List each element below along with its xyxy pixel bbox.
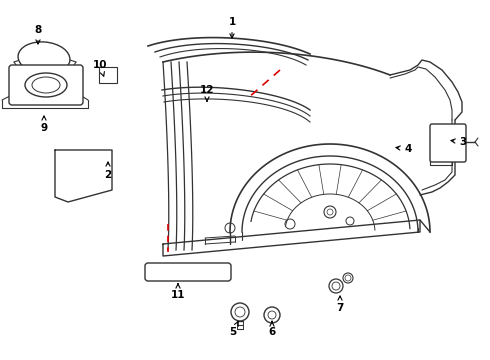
- Text: 6: 6: [269, 321, 275, 337]
- Text: 3: 3: [451, 137, 466, 147]
- Text: 2: 2: [104, 162, 112, 180]
- FancyBboxPatch shape: [99, 67, 117, 83]
- Text: 11: 11: [171, 284, 185, 300]
- Text: 8: 8: [34, 25, 42, 44]
- Text: 7: 7: [336, 296, 343, 313]
- Text: 4: 4: [396, 144, 412, 154]
- Ellipse shape: [25, 73, 67, 97]
- FancyBboxPatch shape: [9, 65, 83, 105]
- Text: 10: 10: [93, 60, 107, 76]
- Text: 9: 9: [41, 116, 48, 133]
- FancyBboxPatch shape: [145, 263, 231, 281]
- Text: 5: 5: [229, 321, 238, 337]
- Ellipse shape: [32, 77, 60, 93]
- Text: 12: 12: [200, 85, 214, 101]
- FancyBboxPatch shape: [430, 124, 466, 162]
- Ellipse shape: [18, 42, 70, 74]
- Text: 1: 1: [228, 17, 236, 38]
